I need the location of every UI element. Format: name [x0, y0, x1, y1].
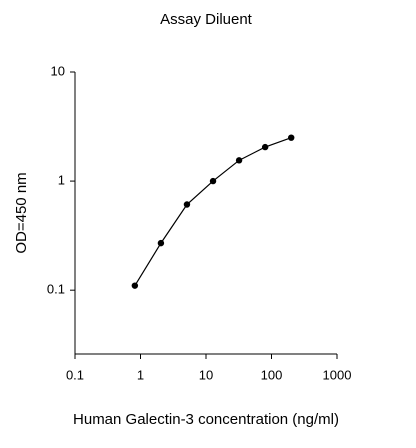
x-tick-label: 0.1 — [66, 367, 84, 382]
data-point — [131, 282, 139, 289]
data-point — [157, 239, 165, 247]
x-axis-label: Human Galectin-3 concentration (ng/ml) — [73, 411, 339, 428]
x-tick-label: 1000 — [323, 367, 352, 382]
data-point — [235, 157, 243, 164]
y-axis-label: OD=450 nm — [13, 172, 30, 253]
data-line — [134, 137, 292, 286]
x-tick-label: 1 — [137, 367, 144, 382]
data-point — [183, 201, 191, 208]
data-point — [209, 177, 217, 185]
data-point — [261, 143, 269, 151]
y-tick-label: 1 — [58, 173, 65, 188]
y-tick-label: 0.1 — [47, 282, 65, 297]
data-point — [288, 134, 295, 141]
x-tick-label: 100 — [261, 367, 283, 382]
x-tick-label: 10 — [199, 367, 213, 382]
y-tick-label: 10 — [51, 63, 65, 78]
chart-title: Assay Diluent — [160, 11, 253, 28]
